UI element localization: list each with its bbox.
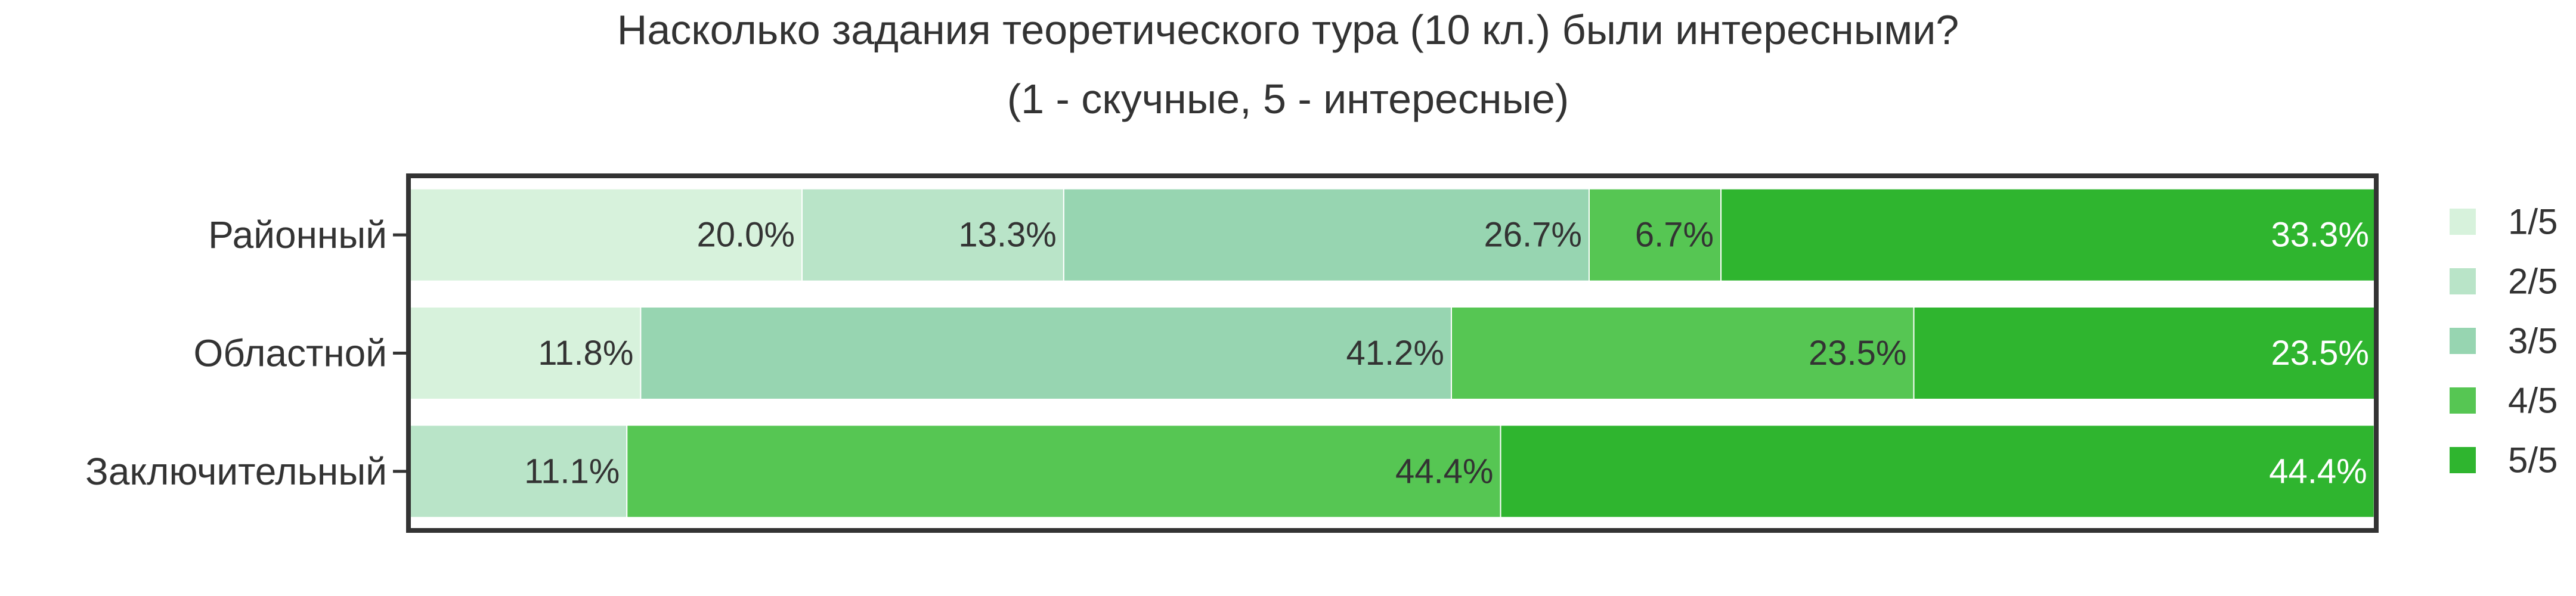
bar-segment bbox=[640, 306, 1452, 400]
plot-frame bbox=[406, 173, 2379, 533]
legend-swatch bbox=[2450, 209, 2476, 235]
bar-segment bbox=[626, 424, 1501, 519]
legend-label: 2/5 bbox=[2508, 262, 2558, 302]
chart-title: Насколько задания теоретического тура (1… bbox=[617, 7, 1959, 53]
data-label: 11.8% bbox=[538, 334, 633, 372]
category-axis: Районный Областной Заключительный bbox=[85, 213, 408, 493]
data-label: 26.7% bbox=[1484, 216, 1582, 254]
bar-segment bbox=[408, 306, 642, 400]
data-label: 33.3% bbox=[2271, 216, 2369, 254]
bar-segment bbox=[1589, 188, 1722, 282]
data-label: 44.4% bbox=[2269, 452, 2367, 491]
bar-segment bbox=[1913, 306, 2377, 400]
chart-subtitle: (1 - скучные, 5 - интересные) bbox=[1007, 76, 1569, 122]
legend-swatch bbox=[2450, 268, 2476, 294]
data-label: 6.7% bbox=[1635, 216, 1714, 254]
bar-segment bbox=[801, 188, 1064, 282]
data-label: 23.5% bbox=[1809, 334, 1906, 372]
data-label: 41.2% bbox=[1346, 334, 1444, 372]
data-label: 44.4% bbox=[1395, 452, 1493, 491]
bars-group: 20.0% 13.3% 26.7% 6.7% 33.3% 11.8% 41.2% 23.5% 2… bbox=[408, 188, 2377, 519]
data-label: 23.5% bbox=[2271, 334, 2369, 372]
legend-swatch bbox=[2450, 447, 2476, 473]
bar-segment bbox=[1451, 306, 1915, 400]
category-label: Районный bbox=[208, 213, 387, 256]
legend-label: 5/5 bbox=[2508, 440, 2558, 480]
legend-swatch bbox=[2450, 387, 2476, 414]
data-label: 13.3% bbox=[958, 216, 1056, 254]
bar-segment bbox=[1063, 188, 1590, 282]
legend: 1/5 2/5 3/5 4/5 5/5 bbox=[2450, 202, 2558, 480]
bar-segment bbox=[1500, 424, 2375, 519]
data-label: 20.0% bbox=[697, 216, 795, 254]
legend-swatch bbox=[2450, 328, 2476, 354]
legend-label: 1/5 bbox=[2508, 202, 2558, 242]
category-label: Заключительный bbox=[85, 450, 387, 493]
bar-segment bbox=[1720, 188, 2377, 282]
bar-segment bbox=[408, 188, 803, 282]
category-label: Областной bbox=[194, 332, 388, 375]
legend-label: 4/5 bbox=[2508, 381, 2558, 421]
legend-label: 3/5 bbox=[2508, 321, 2558, 361]
data-label: 11.1% bbox=[524, 452, 620, 491]
